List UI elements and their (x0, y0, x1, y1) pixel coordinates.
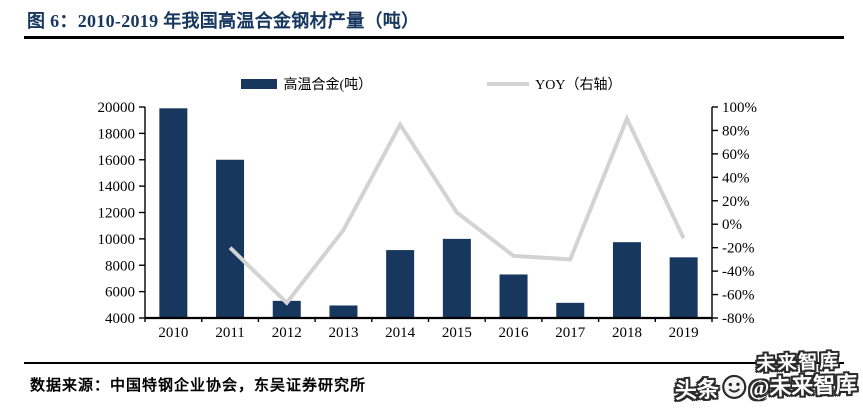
x-axis-label-2012: 2012 (272, 325, 302, 341)
bar-series-swatch (241, 79, 278, 89)
x-axis-label-2014: 2014 (385, 325, 416, 341)
left-axis-label: 18000 (98, 126, 136, 142)
x-axis-label-2016: 2016 (499, 325, 530, 341)
title-divider (24, 36, 844, 39)
legend-label-bar: 高温合金(吨） (283, 78, 373, 93)
right-axis-label: 0% (722, 217, 742, 233)
left-axis-label: 16000 (98, 153, 136, 169)
bar-2017 (556, 302, 585, 318)
right-axis-label: -20% (722, 241, 755, 257)
bar-2014 (386, 250, 415, 318)
left-axis-label: 12000 (98, 206, 136, 222)
watermark-prefix: 头条 (674, 376, 720, 403)
x-axis-label-2018: 2018 (612, 325, 642, 341)
left-axis-label: 4000 (105, 311, 135, 327)
right-axis-label: 40% (722, 170, 750, 186)
watermark-handle: @未来智库 (748, 371, 858, 401)
smiley-avatar-icon (720, 373, 747, 400)
left-axis-label: 20000 (98, 100, 136, 116)
x-axis-label-2010: 2010 (158, 325, 188, 341)
bar-2011 (216, 159, 245, 318)
right-axis-label: 20% (722, 194, 750, 210)
left-axis-label: 10000 (98, 232, 136, 248)
chart-legend: 高温合金(吨） YOY（右轴） (0, 74, 863, 94)
line-series-swatch (487, 82, 530, 86)
legend-item-line: YOY（右轴） (487, 74, 622, 94)
right-axis-label: 100% (722, 100, 757, 116)
bar-2018 (612, 242, 641, 318)
right-axis-label: -40% (722, 264, 755, 280)
right-axis-label: 80% (722, 123, 750, 139)
left-axis-label: 14000 (98, 179, 136, 195)
watermark-main: 头条 @未来智库 (674, 367, 857, 405)
right-axis-label: 60% (722, 147, 750, 163)
bar-2015 (442, 238, 471, 318)
production-yoy-chart: 4000 6000 8000 10000 12000 14000 16000 18000 200… (98, 100, 758, 341)
right-axis-label: -60% (722, 288, 755, 304)
watermark: 未来智库 头条 @未来智库 (606, 346, 858, 412)
yoy-line (228, 113, 686, 306)
bar-2012 (272, 300, 301, 318)
x-axis-label-2017: 2017 (555, 325, 586, 341)
left-axis-label: 8000 (105, 258, 135, 274)
footer-divider (24, 362, 844, 364)
x-axis-label-2019: 2019 (669, 325, 699, 341)
x-axis-label-2013: 2013 (328, 325, 358, 341)
left-axis-label: 6000 (105, 285, 135, 301)
figure-title: 图 6：2010-2019 年我国高温合金钢材产量（吨） (27, 11, 420, 31)
bar-2010 (159, 108, 188, 318)
bar-2016 (499, 274, 528, 318)
x-axis-label-2015: 2015 (442, 325, 472, 341)
bar-2019 (669, 257, 698, 318)
x-axis-label-2011: 2011 (215, 325, 244, 341)
legend-item-bar: 高温合金(吨） (241, 74, 372, 94)
legend-label-line: YOY（右轴） (535, 78, 622, 93)
data-source-note: 数据来源：中国特钢企业协会，东吴证券研究所 (30, 378, 367, 394)
bar-2013 (329, 305, 358, 318)
right-axis-label: -80% (722, 311, 755, 327)
